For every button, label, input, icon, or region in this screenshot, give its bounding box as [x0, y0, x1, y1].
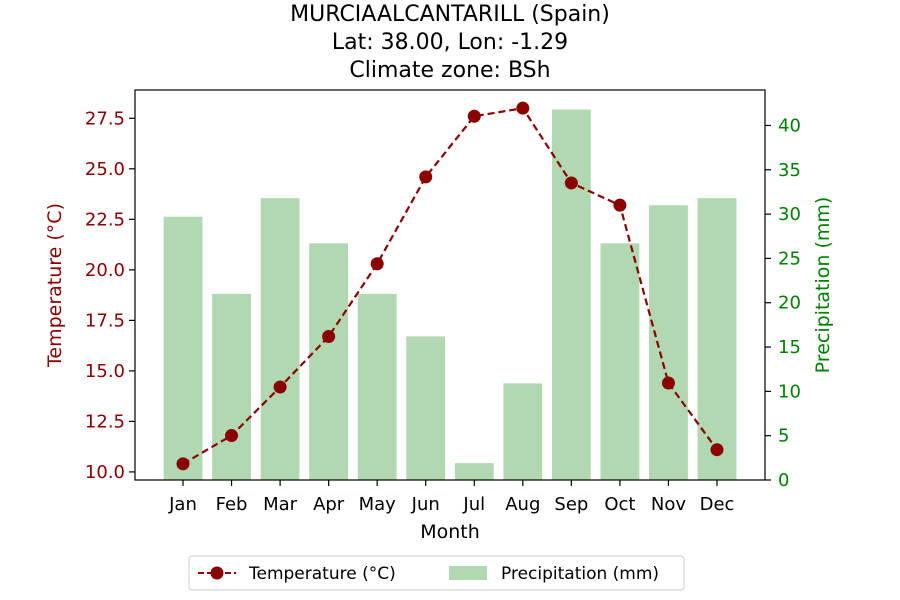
right-tick-label: 10 — [778, 381, 801, 402]
x-axis-label: Month — [420, 521, 480, 543]
x-tick-label-jan: Jan — [168, 494, 197, 515]
right-tick-label: 5 — [778, 426, 789, 447]
temperature-point-jan — [176, 457, 190, 471]
temperature-point-feb — [225, 429, 239, 443]
plot-area-frame — [134, 89, 766, 481]
left-tick-label: 20.0 — [85, 260, 125, 281]
temperature-point-dec — [710, 443, 724, 457]
precipitation-bar-dec — [697, 198, 737, 481]
temperature-point-nov — [661, 376, 675, 390]
precipitation-bar-jul — [454, 463, 494, 480]
chart-title: MURCIAALCANTARILL (Spain) Lat: 38.00, Lo… — [290, 2, 610, 83]
x-tick-label-sep: Sep — [554, 494, 588, 515]
precipitation-bar-jan — [163, 216, 203, 480]
temperature-point-sep — [564, 176, 578, 190]
title-line-climate-zone: Climate zone: BSh — [349, 58, 550, 83]
legend-precipitation-swatch — [449, 566, 487, 580]
x-tick-label-nov: Nov — [651, 494, 686, 515]
precipitation-bar-feb — [212, 293, 251, 480]
legend-box — [188, 555, 685, 591]
precipitation-bar-apr — [309, 243, 349, 480]
x-tick-label-aug: Aug — [505, 494, 540, 515]
right-tick-label: 40 — [778, 115, 801, 136]
temperature-point-mar — [273, 380, 287, 394]
x-tick-label-jun: Jun — [411, 494, 440, 515]
right-tick-label: 35 — [778, 160, 801, 181]
right-axis-ticks: 0 5 10 15 20 25 30 35 40 — [765, 115, 801, 491]
legend-temperature-label: Temperature (°C) — [248, 564, 396, 584]
x-tick-label-apr: Apr — [313, 494, 345, 515]
right-tick-label: 30 — [778, 204, 801, 225]
legend: Temperature (°C) Precipitation (mm) — [188, 555, 685, 591]
title-line-coordinates: Lat: 38.00, Lon: -1.29 — [332, 30, 568, 55]
temperature-point-aug — [516, 101, 530, 115]
right-tick-label: 25 — [778, 248, 801, 269]
precipitation-bar-nov — [649, 205, 688, 480]
temperature-point-jul — [467, 109, 481, 123]
x-tick-label-jul: Jul — [462, 494, 485, 515]
right-tick-label: 20 — [778, 293, 801, 314]
x-tick-label-mar: Mar — [263, 494, 298, 515]
legend-precipitation-label: Precipitation (mm) — [501, 564, 659, 584]
temperature-point-oct — [613, 198, 627, 212]
precipitation-bar-sep — [551, 109, 591, 480]
precipitation-bar-mar — [260, 198, 300, 481]
x-tick-label-feb: Feb — [216, 494, 248, 515]
x-tick-label-dec: Dec — [700, 494, 735, 515]
precipitation-bar-aug — [503, 383, 543, 480]
temperature-point-apr — [322, 330, 336, 344]
x-axis-ticks: Jan Feb Mar Apr May Jun Jul Aug Sep Oct Nov Dec — [168, 480, 734, 515]
left-tick-label: 17.5 — [85, 310, 125, 331]
left-tick-label: 22.5 — [85, 209, 125, 230]
left-axis-label: Temperature (°C) — [44, 203, 66, 368]
precipitation-bar-may — [357, 293, 397, 480]
left-tick-label: 15.0 — [85, 361, 125, 382]
left-tick-label: 12.5 — [85, 411, 125, 432]
precipitation-bar-jun — [406, 336, 446, 480]
right-tick-label: 0 — [778, 470, 789, 491]
temperature-line-series — [176, 101, 724, 471]
temperature-line — [182, 106, 718, 465]
temperature-point-jun — [419, 170, 433, 184]
left-tick-label: 10.0 — [85, 462, 125, 483]
temperature-point-may — [370, 257, 384, 271]
legend-temperature-swatch-marker — [210, 566, 224, 580]
left-axis-ticks: 10.0 12.5 15.0 17.5 20.0 22.5 25.0 27.5 — [85, 108, 135, 483]
title-line-station: MURCIAALCANTARILL (Spain) — [290, 2, 610, 27]
precipitation-bar-oct — [600, 243, 640, 480]
x-tick-label-oct: Oct — [604, 494, 635, 515]
right-axis-label: Precipitation (mm) — [812, 197, 834, 374]
left-tick-label: 25.0 — [85, 159, 125, 180]
precipitation-bars — [163, 109, 737, 481]
x-tick-label-may: May — [359, 494, 397, 515]
right-tick-label: 15 — [778, 337, 801, 358]
left-tick-label: 27.5 — [85, 108, 125, 129]
